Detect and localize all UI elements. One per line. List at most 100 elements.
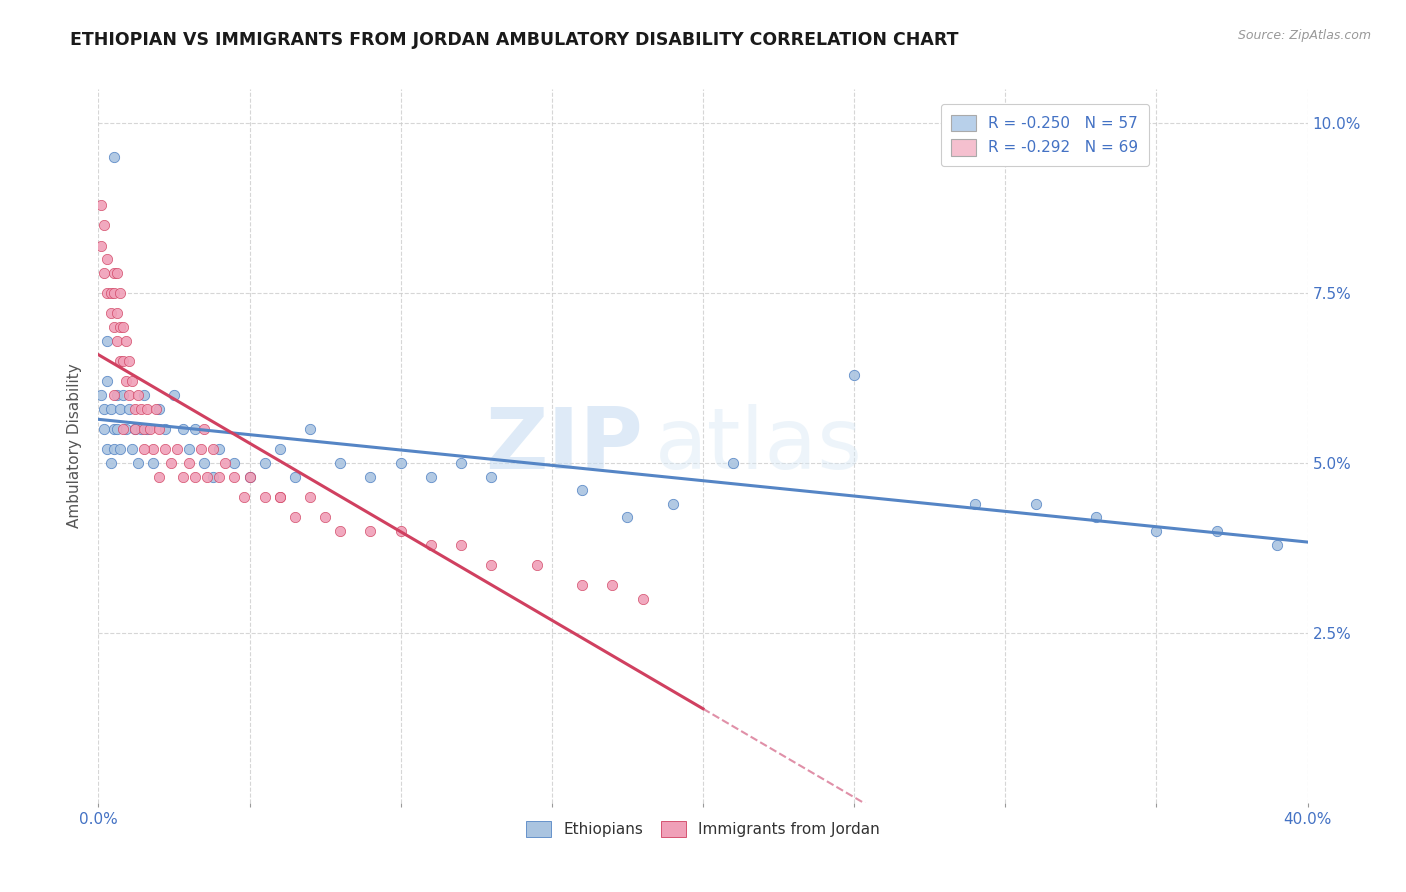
Point	[253, 456, 276, 470]
Point	[100, 456, 122, 470]
Point	[844, 368, 866, 382]
Point	[124, 422, 146, 436]
Point	[450, 537, 472, 551]
Point	[284, 469, 307, 483]
Point	[190, 442, 212, 457]
Point	[1267, 537, 1289, 551]
Point	[202, 469, 225, 483]
Point	[481, 558, 503, 572]
Point	[108, 442, 131, 457]
Point	[153, 422, 176, 436]
Text: atlas: atlas	[655, 404, 863, 488]
Point	[132, 422, 155, 436]
Point	[148, 401, 170, 416]
Point	[631, 591, 654, 606]
Point	[723, 456, 745, 470]
Point	[135, 422, 157, 436]
Text: ZIP: ZIP	[485, 404, 643, 488]
Point	[1024, 497, 1046, 511]
Point	[127, 456, 149, 470]
Point	[481, 469, 503, 483]
Point	[105, 388, 128, 402]
Point	[193, 422, 215, 436]
Point	[239, 469, 262, 483]
Point	[103, 422, 125, 436]
Point	[166, 442, 188, 457]
Point	[114, 375, 136, 389]
Point	[179, 442, 201, 457]
Point	[100, 306, 122, 320]
Point	[314, 510, 336, 524]
Y-axis label: Ambulatory Disability: Ambulatory Disability	[67, 364, 83, 528]
Point	[108, 401, 131, 416]
Point	[239, 469, 262, 483]
Point	[118, 401, 141, 416]
Point	[108, 320, 131, 334]
Point	[172, 469, 194, 483]
Point	[202, 442, 225, 457]
Text: ETHIOPIAN VS IMMIGRANTS FROM JORDAN AMBULATORY DISABILITY CORRELATION CHART: ETHIOPIAN VS IMMIGRANTS FROM JORDAN AMBU…	[70, 31, 959, 49]
Point	[193, 456, 215, 470]
Point	[389, 524, 412, 538]
Point	[450, 456, 472, 470]
Point	[163, 388, 186, 402]
Point	[148, 469, 170, 483]
Point	[420, 469, 443, 483]
Point	[616, 510, 638, 524]
Point	[93, 266, 115, 280]
Legend: Ethiopians, Immigrants from Jordan: Ethiopians, Immigrants from Jordan	[519, 814, 887, 845]
Point	[602, 578, 624, 592]
Point	[100, 286, 122, 301]
Point	[111, 388, 134, 402]
Point	[179, 456, 201, 470]
Point	[96, 334, 118, 348]
Point	[124, 401, 146, 416]
Point	[232, 490, 254, 504]
Point	[111, 422, 134, 436]
Point	[93, 422, 115, 436]
Point	[121, 442, 143, 457]
Point	[105, 422, 128, 436]
Point	[269, 490, 291, 504]
Point	[214, 456, 236, 470]
Point	[184, 469, 207, 483]
Point	[132, 388, 155, 402]
Point	[965, 497, 987, 511]
Point	[135, 401, 157, 416]
Point	[329, 456, 352, 470]
Point	[1085, 510, 1108, 524]
Point	[389, 456, 412, 470]
Point	[93, 401, 115, 416]
Point	[90, 238, 112, 252]
Point	[108, 286, 131, 301]
Point	[145, 401, 167, 416]
Point	[96, 286, 118, 301]
Point	[420, 537, 443, 551]
Point	[96, 442, 118, 457]
Point	[142, 442, 165, 457]
Point	[1206, 524, 1229, 538]
Point	[103, 442, 125, 457]
Point	[184, 422, 207, 436]
Point	[571, 483, 593, 498]
Point	[121, 375, 143, 389]
Point	[103, 388, 125, 402]
Point	[93, 218, 115, 232]
Point	[571, 578, 593, 592]
Point	[329, 524, 352, 538]
Text: Source: ZipAtlas.com: Source: ZipAtlas.com	[1237, 29, 1371, 42]
Point	[284, 510, 307, 524]
Point	[124, 422, 146, 436]
Point	[111, 320, 134, 334]
Point	[224, 469, 246, 483]
Point	[114, 422, 136, 436]
Point	[1144, 524, 1167, 538]
Point	[105, 334, 128, 348]
Point	[132, 442, 155, 457]
Point	[105, 266, 128, 280]
Point	[253, 490, 276, 504]
Point	[661, 497, 683, 511]
Point	[90, 388, 112, 402]
Point	[118, 354, 141, 368]
Point	[103, 266, 125, 280]
